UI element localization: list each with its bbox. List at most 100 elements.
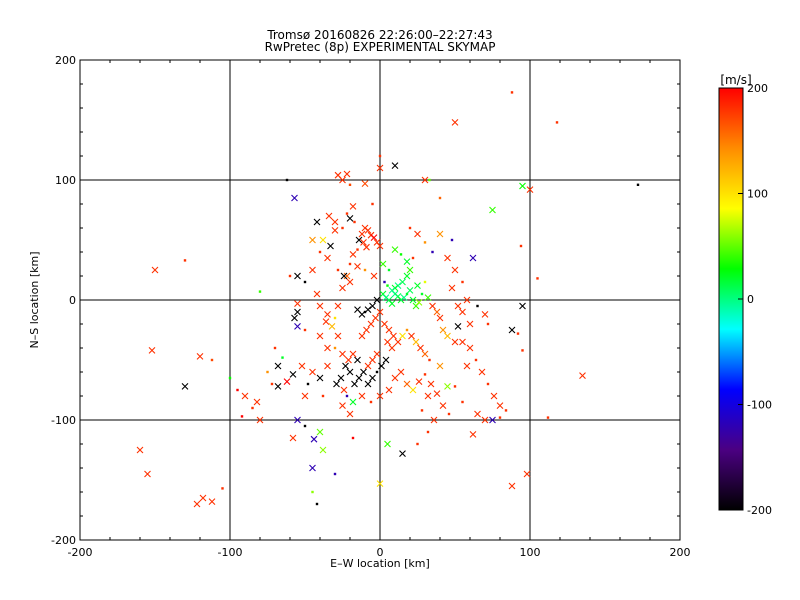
data-point-cross xyxy=(339,176,346,184)
data-point-dot xyxy=(461,280,464,284)
data-point-dot xyxy=(383,280,386,284)
data-point-dot xyxy=(353,220,356,224)
data-point-cross xyxy=(444,383,451,390)
data-point-cross xyxy=(384,440,391,448)
data-point-cross xyxy=(327,242,334,250)
data-point-dot xyxy=(270,382,274,386)
data-point-cross xyxy=(424,294,432,301)
data-point-dot xyxy=(311,490,314,494)
data-point-dot xyxy=(555,121,559,124)
data-point-dot xyxy=(486,382,490,386)
data-point-cross xyxy=(369,356,376,364)
data-point-cross xyxy=(358,332,366,340)
y-tick-label: 100 xyxy=(55,174,76,187)
data-point-dot xyxy=(333,346,337,350)
data-point-dot xyxy=(285,178,289,182)
data-point-cross xyxy=(459,338,466,346)
colorbar-tick-label: -200 xyxy=(747,504,772,517)
data-point-dot xyxy=(321,394,325,398)
data-point-cross xyxy=(294,272,301,280)
data-point-cross xyxy=(294,300,301,307)
data-point-cross xyxy=(439,326,447,334)
data-point-cross xyxy=(199,494,207,502)
data-point-cross xyxy=(415,299,423,306)
data-point-dot xyxy=(369,400,373,404)
data-point-dot xyxy=(333,472,337,476)
data-point-cross xyxy=(474,410,481,418)
data-point-dot xyxy=(378,154,382,158)
data-point-dot xyxy=(405,328,409,332)
data-point-cross xyxy=(372,314,379,322)
data-point-cross xyxy=(421,350,429,358)
data-point-cross xyxy=(324,344,331,352)
data-point-cross xyxy=(385,326,393,334)
data-point-cross xyxy=(316,332,324,340)
data-point-cross xyxy=(354,306,361,313)
data-point-cross xyxy=(144,470,151,478)
data-point-dot xyxy=(348,183,352,186)
data-point-cross xyxy=(526,186,534,193)
data-point-cross xyxy=(444,254,451,262)
data-point-cross xyxy=(331,227,339,234)
data-point-cross xyxy=(376,164,384,172)
data-point-cross xyxy=(454,302,462,310)
data-point-cross xyxy=(316,374,324,382)
data-point-cross xyxy=(399,332,406,340)
data-point-cross xyxy=(325,212,333,220)
data-point-cross xyxy=(313,218,321,226)
data-point-cross xyxy=(346,410,354,418)
data-point-dot xyxy=(303,424,307,428)
data-point-cross xyxy=(433,308,441,316)
data-point-cross xyxy=(378,362,385,370)
data-point-cross xyxy=(355,374,363,382)
data-point-cross xyxy=(429,302,436,310)
data-point-cross xyxy=(346,215,354,222)
data-point-cross xyxy=(364,380,372,388)
data-point-dot xyxy=(387,268,391,272)
data-point-dot xyxy=(228,376,232,380)
y-axis-label: N–S location [km] xyxy=(28,251,41,348)
data-point-cross xyxy=(360,239,367,246)
data-point-dot xyxy=(333,316,337,320)
data-point-dot xyxy=(461,400,464,404)
data-point-cross xyxy=(469,254,477,262)
data-point-cross xyxy=(358,392,366,400)
data-point-cross xyxy=(412,338,420,346)
data-point-cross xyxy=(181,383,189,390)
data-point-cross xyxy=(454,323,462,330)
data-point-cross xyxy=(349,251,357,258)
data-point-dot xyxy=(546,416,550,419)
data-point-cross xyxy=(489,206,496,214)
data-point-cross xyxy=(433,390,441,397)
data-point-cross xyxy=(309,266,316,274)
data-point-cross xyxy=(481,311,489,318)
data-point-dot xyxy=(423,373,427,376)
data-point-cross xyxy=(346,278,354,286)
data-point-cross xyxy=(337,374,345,382)
x-tick-label: -100 xyxy=(218,546,243,559)
data-point-cross xyxy=(208,498,216,505)
data-point-cross xyxy=(466,320,474,328)
data-point-cross xyxy=(339,350,346,358)
data-point-cross xyxy=(370,272,378,280)
data-point-dot xyxy=(266,370,269,374)
data-point-cross xyxy=(339,402,346,409)
y-tick-label: 0 xyxy=(69,294,76,307)
x-tick-label: -200 xyxy=(68,546,93,559)
data-point-cross xyxy=(151,266,159,274)
data-point-dot xyxy=(438,196,442,200)
data-point-cross xyxy=(310,435,318,443)
x-tick-label: 100 xyxy=(520,546,541,559)
data-point-cross xyxy=(448,284,456,292)
data-point-dot xyxy=(240,415,244,418)
x-axis-label: E–W location [km] xyxy=(330,557,430,570)
data-point-cross xyxy=(340,386,348,394)
data-point-cross xyxy=(319,446,327,454)
data-point-dot xyxy=(420,292,424,296)
data-point-cross xyxy=(430,416,438,424)
data-point-cross xyxy=(193,500,201,508)
data-point-dot xyxy=(474,358,478,362)
data-point-cross xyxy=(136,446,144,454)
colorbar-tick-label: -100 xyxy=(747,399,772,412)
